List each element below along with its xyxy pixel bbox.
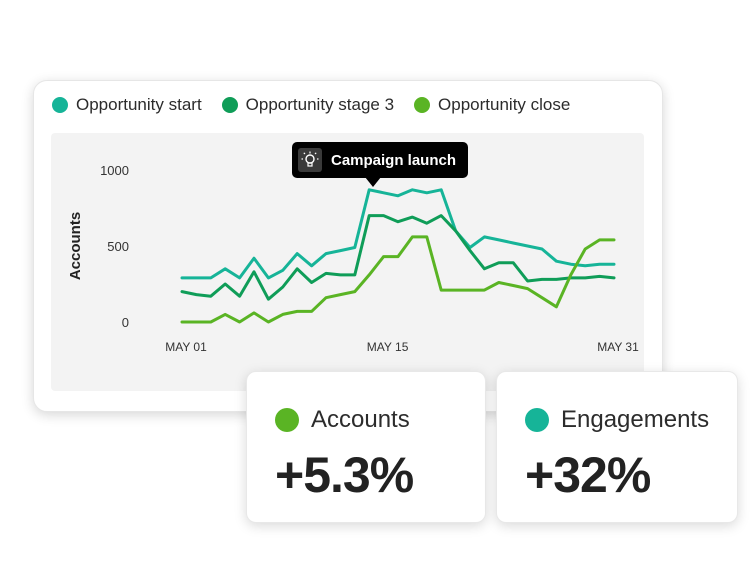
series-line-2: [180, 214, 616, 301]
campaign-launch-tooltip[interactable]: Campaign launch: [292, 142, 469, 178]
stat-dot: [525, 408, 549, 432]
lightbulb-icon: [298, 148, 322, 172]
legend-item-opportunity-stage-3[interactable]: Opportunity stage 3: [221, 95, 395, 115]
stat-label: Engagements: [561, 406, 710, 433]
x-tick-label: MAY 15: [367, 340, 409, 354]
stat-value: +32%: [525, 447, 651, 503]
legend-item-opportunity-start[interactable]: Opportunity start: [52, 95, 202, 115]
legend-item-opportunity-close[interactable]: Opportunity close: [414, 95, 570, 115]
y-axis-label: Accounts: [67, 212, 84, 280]
stat-label: Accounts: [311, 406, 410, 433]
legend-dot: [221, 97, 238, 113]
series-line-1: [180, 188, 616, 280]
tooltip-label: Campaign launch: [331, 151, 457, 169]
tooltip-pointer: [365, 177, 381, 187]
stat-value: +5.3%: [275, 447, 414, 503]
y-tick-label: 500: [107, 239, 129, 254]
legend-label: Opportunity stage 3: [245, 95, 395, 114]
line-chart: Accounts 0 500 1000 MAY 01 MAY 15 MAY 31: [67, 163, 639, 354]
x-tick-label: MAY 31: [597, 340, 639, 354]
legend-dot: [414, 97, 431, 113]
chart-legend: Opportunity start Opportunity stage 3 Op…: [52, 95, 590, 115]
y-tick-label: 0: [122, 315, 129, 330]
stat-dot: [275, 408, 299, 432]
x-tick-label: MAY 01: [165, 340, 207, 354]
legend-dot: [52, 97, 68, 113]
stat-card-accounts: Accounts +5.3%: [246, 371, 486, 523]
legend-label: Opportunity close: [438, 95, 571, 114]
stat-card-engagements: Engagements +32%: [496, 371, 738, 523]
legend-label: Opportunity start: [76, 95, 202, 114]
chart-card: Opportunity start Opportunity stage 3 Op…: [33, 80, 663, 412]
y-tick-label: 1000: [100, 163, 129, 178]
series-line-3: [180, 235, 616, 324]
